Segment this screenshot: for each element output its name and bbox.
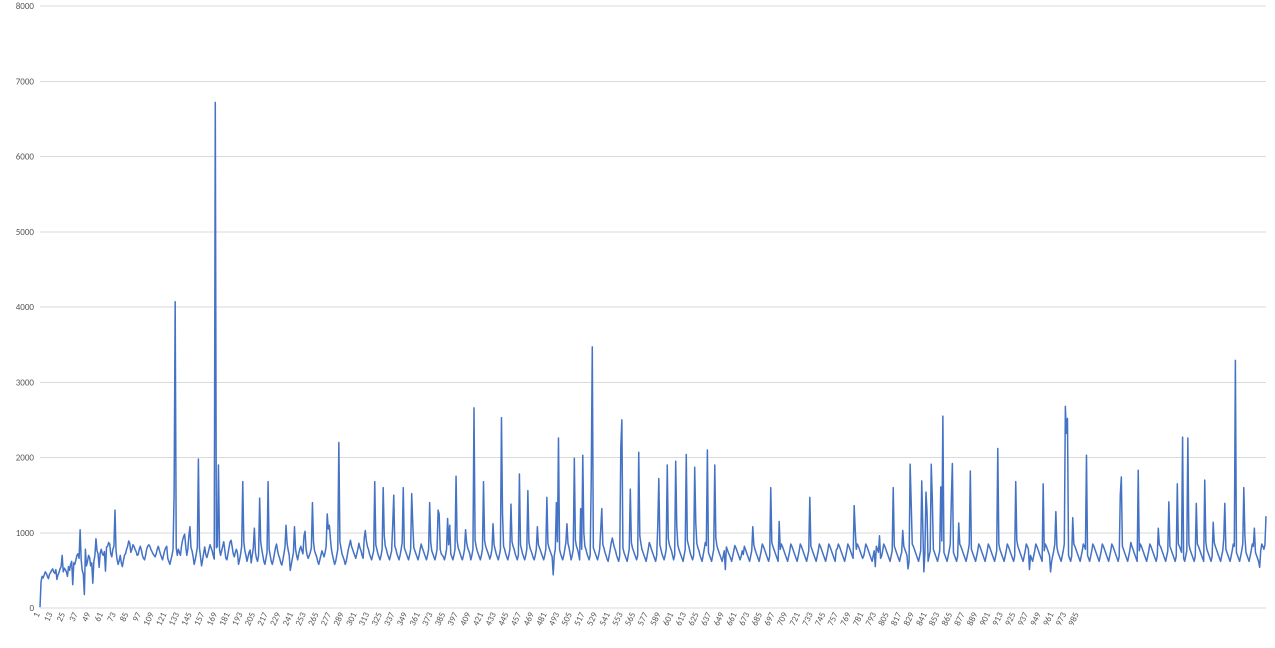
y-axis-label: 3000 (16, 377, 35, 388)
y-axis-label: 7000 (16, 76, 35, 87)
y-axis-label: 6000 (16, 152, 35, 163)
y-axis-label: 1000 (16, 528, 35, 539)
chart-canvas: 0100020003000400050006000700080001132537… (0, 0, 1275, 648)
y-axis-label: 5000 (16, 227, 35, 238)
line-chart: 0100020003000400050006000700080001132537… (0, 0, 1275, 648)
y-axis-label: 4000 (16, 302, 35, 313)
y-axis-label: 2000 (16, 453, 35, 464)
y-axis-label: 8000 (16, 1, 35, 12)
